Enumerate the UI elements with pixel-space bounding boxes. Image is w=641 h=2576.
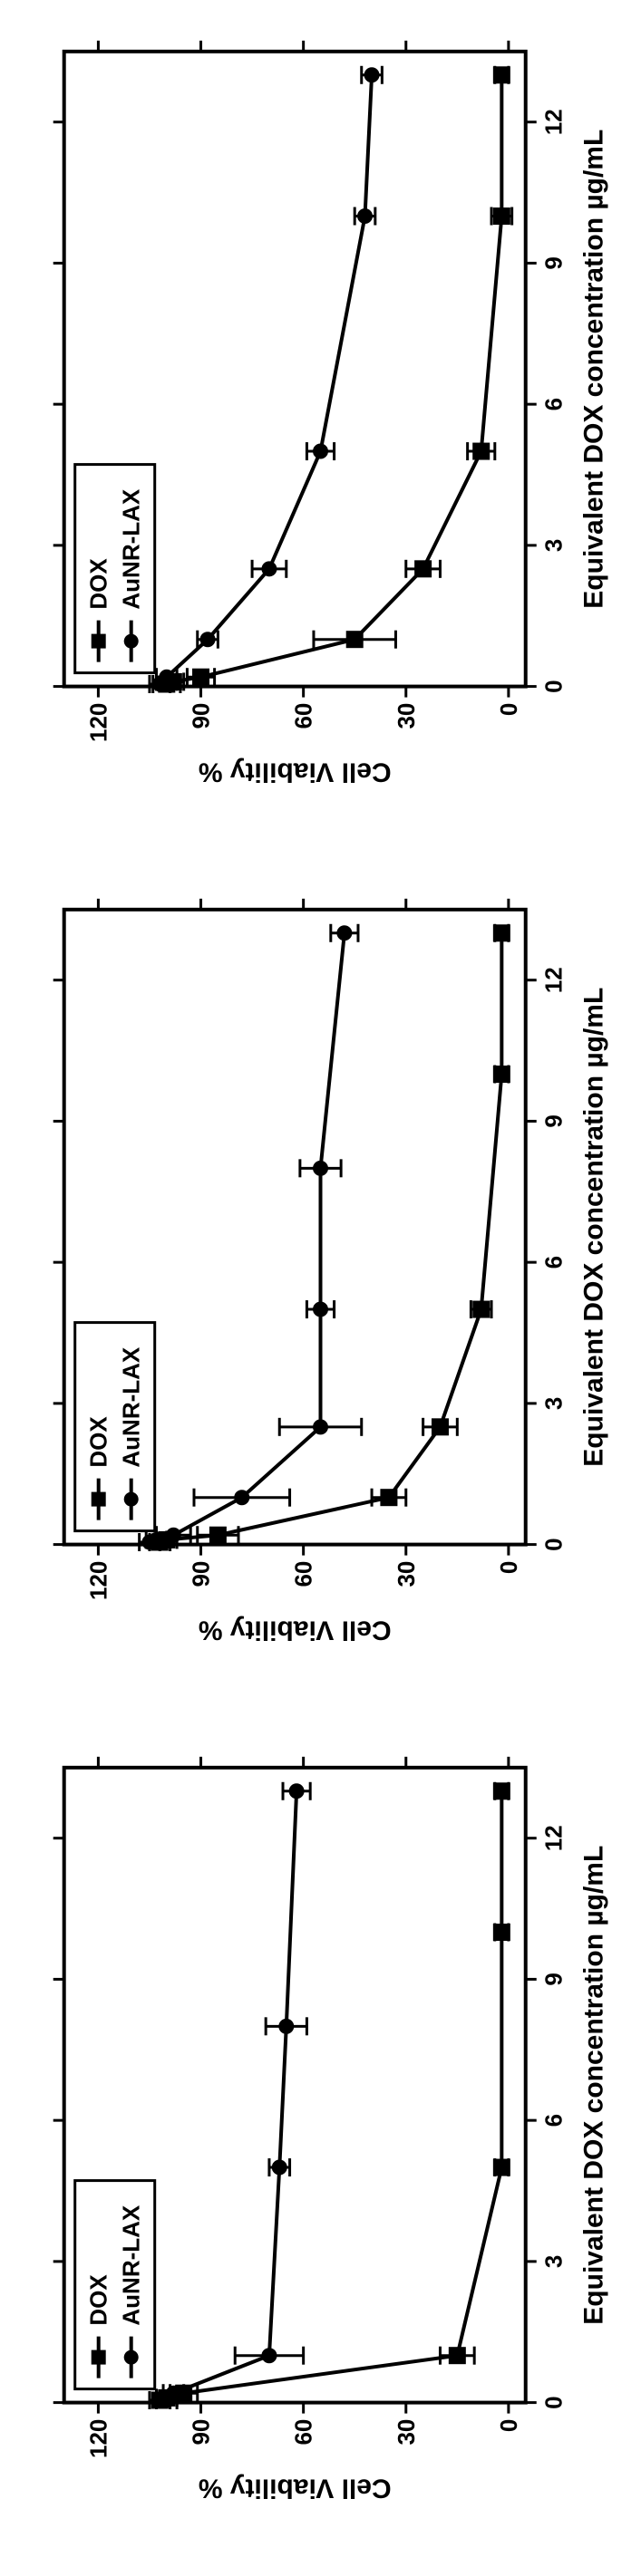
marker-square [432, 1419, 448, 1435]
marker-circle [289, 1784, 304, 1799]
x-tick-label: 3 [540, 2255, 568, 2268]
x-axis-label: Equivalent DOX concentration µg/mL [579, 1846, 609, 2325]
y-tick-label: 120 [84, 1561, 112, 1600]
series-line-aunr-lax [160, 75, 372, 684]
x-tick-label: 12 [540, 967, 568, 993]
y-axis-label: Cell Viability % [199, 1616, 392, 1645]
legend-marker-square [92, 2350, 106, 2365]
x-tick-label: 9 [540, 256, 568, 269]
marker-circle [358, 209, 373, 224]
marker-circle [314, 1161, 328, 1175]
y-tick-label: 0 [495, 2419, 522, 2432]
x-tick-label: 0 [540, 1538, 568, 1550]
legend-label: AuNR-LAX [118, 1346, 145, 1468]
x-tick-label: 6 [540, 2114, 568, 2127]
marker-square [415, 561, 432, 577]
marker-circle [364, 68, 379, 82]
x-tick-label: 9 [540, 1973, 568, 1985]
marker-circle [314, 1302, 328, 1317]
x-tick-label: 6 [540, 398, 568, 410]
panel-a: 0369120306090120Equivalent DOX concentra… [0, 0, 641, 858]
marker-square [493, 208, 510, 225]
y-tick-label: 120 [84, 2419, 112, 2458]
x-axis-label: Equivalent DOX concentration µg/mL [579, 988, 609, 1467]
x-tick-label: 12 [540, 1825, 568, 1851]
x-tick-label: 9 [540, 1114, 568, 1127]
marker-square [473, 443, 490, 459]
marker-circle [262, 562, 277, 576]
y-tick-label: 120 [84, 703, 112, 742]
marker-circle [314, 1420, 328, 1434]
y-tick-label: 90 [188, 1561, 215, 1587]
marker-circle [337, 926, 352, 941]
marker-square [493, 1066, 510, 1083]
panel-b: 0369120306090120Equivalent DOX concentra… [0, 858, 641, 1716]
marker-circle [166, 1528, 180, 1542]
marker-square [493, 925, 510, 941]
y-tick-label: 60 [290, 2419, 317, 2446]
marker-square [193, 669, 209, 685]
x-tick-label: 6 [540, 1256, 568, 1269]
series-line-dox [160, 933, 501, 1542]
marker-square [449, 2348, 465, 2364]
x-tick-label: 12 [540, 109, 568, 135]
y-tick-label: 30 [393, 1561, 420, 1587]
x-axis-label: Equivalent DOX concentration µg/mL [579, 130, 609, 609]
y-axis-label: Cell Viability % [199, 2474, 392, 2504]
marker-square [493, 67, 510, 83]
y-tick-label: 90 [188, 2419, 215, 2446]
marker-circle [279, 2019, 294, 2033]
marker-circle [166, 2386, 180, 2400]
x-tick-label: 0 [540, 680, 568, 692]
legend-marker-square [92, 634, 106, 649]
marker-square [209, 1527, 226, 1543]
marker-square [473, 1301, 490, 1317]
y-axis-label: Cell Viability % [199, 757, 392, 787]
marker-circle [262, 2349, 277, 2363]
x-tick-label: 3 [540, 539, 568, 552]
legend-marker-square [92, 1492, 106, 1507]
marker-circle [235, 1491, 249, 1505]
marker-square [493, 2159, 510, 2176]
y-tick-label: 30 [393, 703, 420, 729]
y-tick-label: 60 [290, 703, 317, 729]
legend-label: DOX [85, 558, 112, 610]
y-tick-label: 30 [393, 2419, 420, 2446]
legend-label: DOX [85, 2274, 112, 2326]
y-tick-label: 60 [290, 1561, 317, 1587]
marker-square [346, 632, 363, 648]
marker-circle [272, 2160, 287, 2175]
marker-circle [160, 670, 174, 684]
panel-c: 0369120306090120Equivalent DOX concentra… [0, 1716, 641, 2574]
legend-marker-circle [124, 2350, 139, 2365]
marker-square [381, 1490, 397, 1506]
y-tick-label: 0 [495, 1561, 522, 1574]
marker-square [493, 1783, 510, 1799]
marker-circle [314, 444, 328, 458]
y-tick-label: 90 [188, 703, 215, 729]
marker-square [493, 1925, 510, 1941]
series-line-dox [160, 1791, 501, 2400]
y-tick-label: 0 [495, 703, 522, 716]
legend-label: DOX [85, 1416, 112, 1468]
marker-circle [200, 632, 215, 647]
legend-marker-circle [124, 1492, 139, 1507]
x-tick-label: 0 [540, 2396, 568, 2408]
series-line-aunr-lax [150, 933, 345, 1542]
legend-label: AuNR-LAX [118, 2205, 145, 2326]
legend-label: AuNR-LAX [118, 488, 145, 610]
series-line-aunr-lax [167, 1791, 296, 2400]
x-tick-label: 3 [540, 1397, 568, 1410]
legend-marker-circle [124, 634, 139, 649]
